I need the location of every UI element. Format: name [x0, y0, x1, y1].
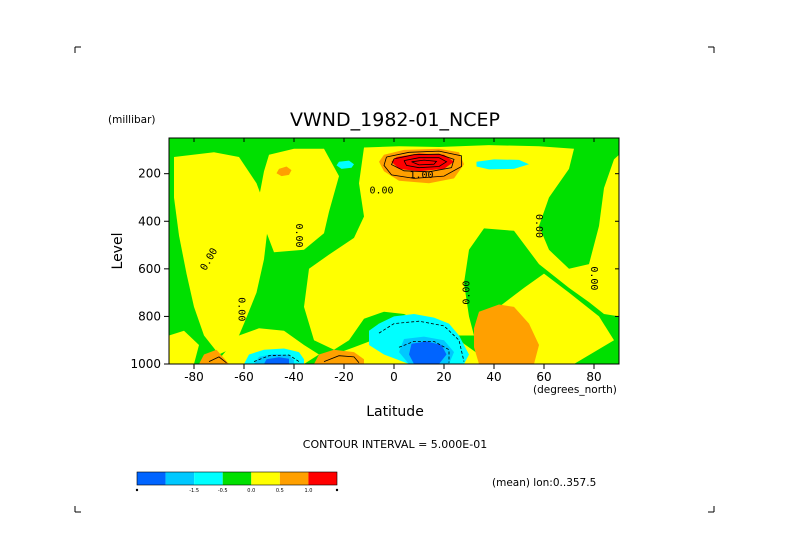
x-tick-label-1: -60: [234, 370, 254, 384]
x-tick-label-7: 60: [536, 370, 551, 384]
contour-line-0: [383, 150, 462, 179]
colorbar-swatch-0: [137, 472, 166, 485]
colorbar-swatch-5: [279, 472, 309, 485]
colorbar-swatch-3: [222, 472, 252, 485]
contour-region-14: [336, 160, 354, 169]
crop-mark-top-left: [74, 46, 81, 53]
crop-marks: [74, 46, 715, 513]
colorbar-frame: [136, 471, 338, 486]
contour-line-4: [378, 320, 465, 362]
contour-region-12: [199, 349, 229, 364]
y-tick-label-2: 600: [138, 262, 161, 276]
contour-line-layer: [208, 150, 465, 364]
contour-region-21: [264, 357, 289, 364]
contour-label-5: 0.00: [462, 281, 473, 305]
contour-region-10: [276, 166, 292, 177]
contour-region-1: [174, 152, 269, 355]
colorbar-swatch-2: [194, 472, 223, 485]
x-tick-label-2: -40: [284, 370, 304, 384]
crop-mark-bottom-right: [708, 506, 715, 513]
contour-line-5: [398, 341, 450, 363]
colorbar-label-3: 0.5: [276, 488, 284, 494]
colorbar-label-4: 1.0: [304, 488, 312, 494]
colorbar: -1.5 -0.5 0.0 0.5 1.0: [135, 471, 339, 494]
contour-line-7: [323, 355, 360, 364]
contour-line-6: [253, 354, 300, 362]
contour-region-11: [474, 304, 539, 364]
contour-label-2: 0.00: [293, 223, 304, 247]
colorbar-swatch-4: [251, 472, 280, 485]
contour-region-7: [169, 330, 199, 364]
contour-label-1: 0.00: [236, 297, 247, 321]
colorbar-end-marker-left: [135, 488, 139, 492]
crop-mark-bottom-left: [74, 506, 81, 513]
contour-line-8: [208, 356, 227, 364]
x-tick-label-5: 20: [436, 370, 451, 384]
contour-label-layer: 0.000.000.000.001.000.000.000.00: [199, 170, 599, 321]
colorbar-swatch-1: [165, 472, 195, 485]
x-tick-label-8: 80: [586, 370, 601, 384]
y-tick-label-4: 1000: [130, 357, 161, 371]
colorbar-label-2: 0.0: [247, 488, 255, 494]
y-tick-label-1: 400: [138, 214, 161, 228]
x-axis-label: Latitude: [366, 404, 424, 420]
contour-label-3: 0.00: [369, 185, 393, 196]
colorbar-label-0: -1.5: [189, 488, 199, 494]
contour-line-3: [411, 159, 438, 166]
crop-mark-top-right: [708, 46, 715, 53]
y-axis: 200 400 600 800 1000: [130, 167, 619, 371]
contour-interval-text: CONTOUR INTERVAL = 5.000E-01: [303, 438, 487, 451]
contour-line-1: [390, 153, 455, 173]
x-tick-label-0: -80: [184, 370, 204, 384]
y-tick-label-0: 200: [138, 167, 161, 181]
x-tick-label-4: 0: [390, 370, 398, 384]
colorbar-swatch-6: [308, 472, 337, 485]
contour-fill-layer: [169, 138, 619, 364]
chart-title: VWND_1982-01_NCEP: [290, 109, 500, 131]
y-tick-label-3: 800: [138, 309, 161, 323]
contour-line-2: [403, 157, 448, 169]
x-tick-label-6: 40: [486, 370, 501, 384]
contour-label-6: 0.00: [533, 214, 544, 238]
contour-region-3: [304, 145, 619, 350]
contour-region-15: [476, 159, 529, 170]
contour-region-18: [409, 341, 447, 364]
x-unit-label: (degrees_north): [533, 384, 617, 396]
contour-label-7: 0.00: [588, 266, 599, 290]
colorbar-label-1: -0.5: [218, 488, 228, 494]
x-axis: -80 -60 -40 -20 0 20 40 60 80: [184, 138, 602, 384]
y-unit-label: (millibar): [108, 114, 156, 126]
x-tick-label-3: -20: [334, 370, 354, 384]
y-axis-label: Level: [110, 233, 126, 270]
colorbar-end-marker-right: [335, 488, 339, 492]
mean-lon-text: (mean) lon:0..357.5: [492, 477, 596, 489]
contour-label-4: 1.00: [409, 170, 433, 181]
